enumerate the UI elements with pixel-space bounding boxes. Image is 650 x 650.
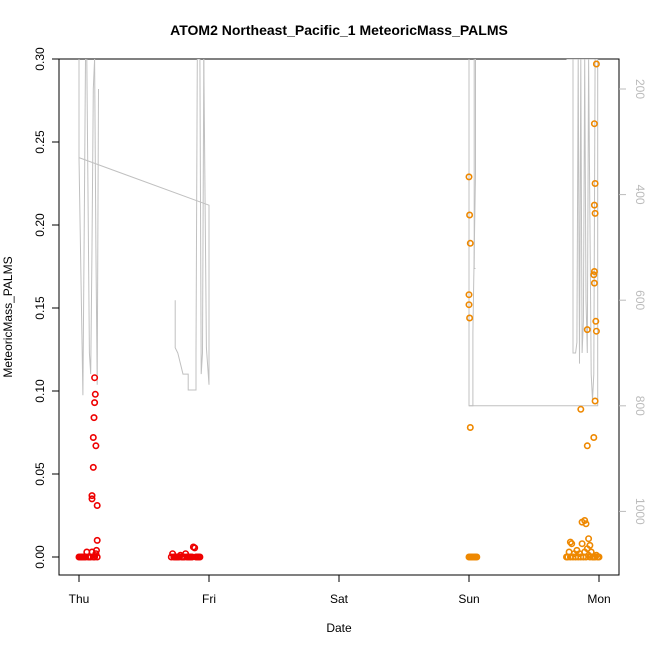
x-tick-label: Mon	[587, 592, 610, 606]
y-tick-label: 0.25	[33, 130, 47, 154]
data-point	[91, 553, 99, 561]
data-point	[93, 546, 101, 554]
x-tick-label: Sun	[458, 592, 479, 606]
data-point	[90, 414, 98, 422]
x-axis: Thu Fri Sat Sun Mon	[69, 575, 611, 606]
altitude-trace-segment	[78, 59, 210, 385]
x-tick-label: Thu	[69, 592, 90, 606]
data-point	[89, 463, 97, 471]
data-point	[93, 501, 101, 509]
data-point	[591, 397, 599, 405]
y-tick-label: 0.00	[33, 545, 47, 569]
altitude-trace-segment	[473, 59, 476, 269]
data-point	[466, 239, 474, 247]
data-point	[592, 317, 600, 325]
data-point	[581, 516, 589, 524]
data-point	[466, 211, 474, 219]
altitude-trace-segment	[78, 59, 86, 396]
data-point	[585, 535, 593, 543]
data-point	[577, 405, 585, 413]
y-axis: 0.00 0.05 0.10 0.15 0.20 0.25 0.30	[33, 47, 59, 569]
data-point	[93, 536, 101, 544]
chart-title: ATOM2 Northeast_Pacific_1 MeteoricMass_P…	[170, 22, 508, 38]
data-point	[92, 550, 100, 558]
y2-tick-label: 800	[633, 396, 647, 416]
data-point	[93, 553, 101, 561]
data-point	[91, 399, 99, 407]
data-point	[595, 553, 603, 561]
data-point	[466, 314, 474, 322]
points-layer	[75, 60, 603, 561]
y2-tick-label: 1000	[633, 498, 647, 525]
data-point	[590, 433, 598, 441]
data-point	[591, 180, 599, 188]
data-point	[465, 291, 473, 299]
data-point	[591, 209, 599, 217]
altitude-trace-segment	[174, 59, 205, 391]
data-point	[590, 279, 598, 287]
altitude-trace-segment	[468, 59, 476, 407]
data-point	[91, 374, 99, 382]
altitude-trace-segment	[94, 59, 99, 385]
y2-tick-label: 400	[633, 185, 647, 205]
y2-tick-label: 600	[633, 290, 647, 310]
data-point	[590, 267, 598, 275]
data-point	[466, 423, 474, 431]
altitude-trace-segment	[86, 59, 96, 375]
x-axis-label: Date	[326, 621, 352, 635]
data-point	[582, 520, 590, 528]
y2-tick-label: 200	[633, 79, 647, 99]
data-point	[473, 553, 481, 561]
altitude-trace-layer	[78, 59, 599, 407]
data-point	[91, 390, 99, 398]
data-point	[566, 538, 574, 546]
data-point	[92, 442, 100, 450]
plot-frame	[58, 58, 620, 576]
y-tick-label: 0.30	[33, 47, 47, 71]
data-point	[592, 60, 600, 68]
data-point	[578, 540, 586, 548]
data-point	[465, 173, 473, 181]
data-point	[583, 326, 591, 334]
data-point	[89, 433, 97, 441]
x-tick-label: Sat	[330, 592, 349, 606]
y2-axis: 200 400 600 800 1000	[619, 79, 647, 525]
y-tick-label: 0.10	[33, 379, 47, 403]
data-point	[590, 201, 598, 209]
data-point	[583, 442, 591, 450]
data-point	[88, 492, 96, 500]
data-point	[88, 495, 96, 503]
altitude-trace-segment	[469, 59, 599, 407]
data-point	[590, 271, 598, 279]
data-point	[590, 120, 598, 128]
y-tick-label: 0.20	[33, 213, 47, 237]
y-tick-label: 0.05	[33, 462, 47, 486]
data-point	[586, 541, 594, 549]
data-point	[196, 553, 204, 561]
data-point	[465, 301, 473, 309]
y-axis-label: MeteoricMass_PALMS	[1, 256, 15, 377]
data-point	[592, 327, 600, 335]
x-tick-label: Fri	[202, 592, 216, 606]
data-point	[191, 544, 199, 552]
y-tick-label: 0.15	[33, 296, 47, 320]
